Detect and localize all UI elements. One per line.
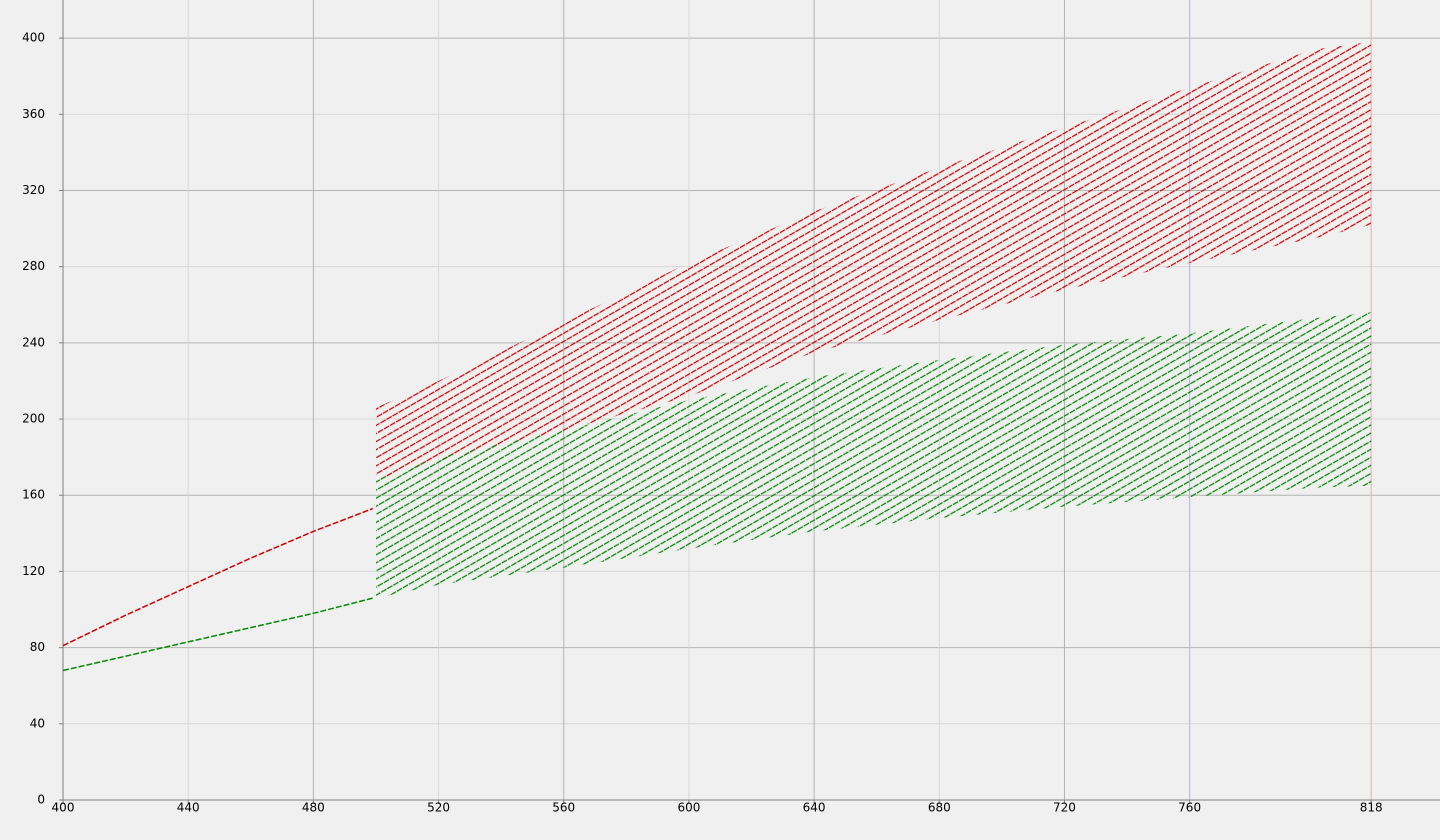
x-tick-label: 640	[803, 801, 826, 815]
x-tick-label: 560	[552, 801, 575, 815]
x-tick-label: 720	[1053, 801, 1076, 815]
y-tick-label: 400	[22, 31, 45, 45]
x-tick-label: 600	[677, 801, 700, 815]
x-tick-label: 818	[1360, 801, 1383, 815]
band-area	[375, 41, 1372, 481]
x-tick-label: 480	[302, 801, 325, 815]
y-tick-label: 360	[22, 107, 45, 121]
x-tick-label: 440	[177, 801, 200, 815]
y-tick-label: 80	[30, 640, 45, 654]
x-tick-label: 400	[52, 801, 75, 815]
y-tick-label: 200	[22, 412, 45, 426]
y-tick-label: 280	[22, 259, 45, 273]
y-tick-label: 120	[22, 564, 45, 578]
x-tick-label: 520	[427, 801, 450, 815]
x-tick-label: 760	[1178, 801, 1201, 815]
y-tick-label: 0	[37, 793, 45, 807]
y-tick-label: 240	[22, 335, 45, 349]
line	[62, 507, 374, 647]
line	[62, 597, 374, 672]
band-area	[375, 312, 1372, 599]
y-tick-label: 40	[30, 716, 45, 730]
x-tick-label: 680	[928, 801, 951, 815]
y-tick-label: 320	[22, 183, 45, 197]
y-tick-label: 160	[22, 488, 45, 502]
